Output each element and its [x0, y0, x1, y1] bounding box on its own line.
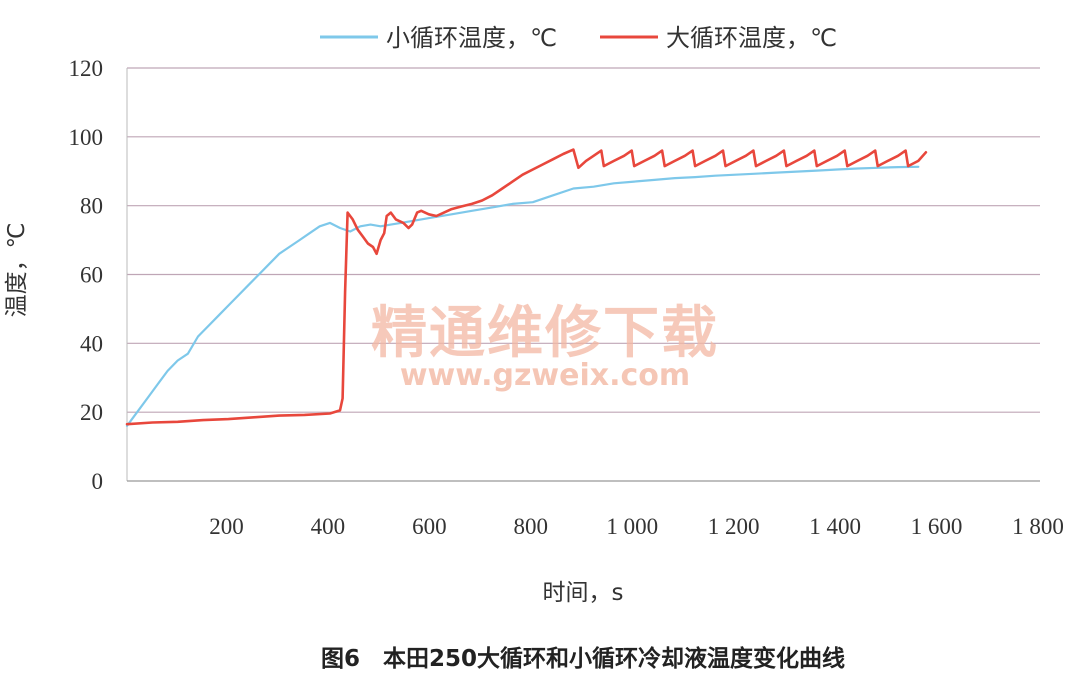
- x-tick-label: 200: [209, 514, 244, 539]
- y-tick-label: 80: [80, 194, 103, 219]
- y-tick-label: 0: [92, 469, 104, 494]
- y-tick-label: 40: [80, 331, 103, 356]
- x-tick-labels: 200 400 600 800 1 000 1 200 1 400 1 600 1 800: [209, 514, 1064, 539]
- legend-label-small-loop: 小循环温度，℃: [386, 24, 557, 52]
- y-tick-label: 100: [69, 125, 104, 150]
- x-tick-label: 1 000: [606, 514, 658, 539]
- y-tick-label: 20: [80, 400, 103, 425]
- x-tick-label: 600: [412, 514, 447, 539]
- series-line-large-loop: [125, 148, 928, 426]
- x-tick-label: 1 400: [809, 514, 861, 539]
- y-tick-labels: 0 20 40 60 80 100 120: [69, 56, 104, 494]
- x-tick-label: 1 800: [1012, 514, 1064, 539]
- x-tick-label: 800: [514, 514, 549, 539]
- x-tick-label: 1 600: [911, 514, 963, 539]
- watermark-text: 精通维修下载: [371, 301, 719, 366]
- y-tick-label: 120: [69, 56, 104, 81]
- y-axis-title: 温度，℃: [4, 223, 30, 318]
- gridlines: [127, 67, 1040, 413]
- series-lines: [125, 148, 928, 427]
- x-tick-label: 400: [311, 514, 346, 539]
- x-axis-title: 时间，s: [543, 580, 624, 606]
- watermark-url: www.gzweix.com: [400, 358, 690, 393]
- x-tick-label: 1 200: [708, 514, 760, 539]
- legend-label-large-loop: 大循环温度，℃: [666, 24, 837, 52]
- figure-caption: 图6 本田250大循环和小循环冷却液温度变化曲线: [321, 645, 845, 672]
- axes: [126, 68, 1040, 482]
- legend: 小循环温度，℃ 大循环温度，℃: [320, 24, 837, 52]
- watermark: 精通维修下载 www.gzweix.com: [371, 301, 719, 393]
- y-tick-label: 60: [80, 263, 103, 288]
